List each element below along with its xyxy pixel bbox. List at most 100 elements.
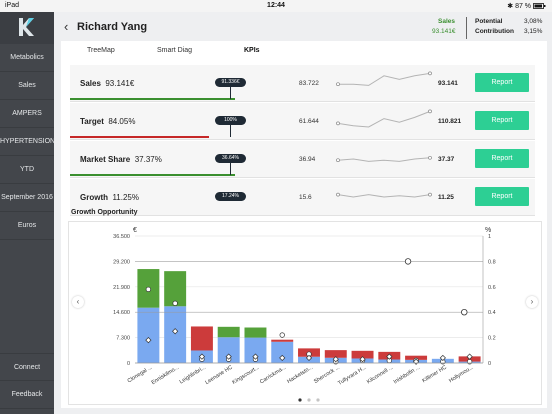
tab-treemap[interactable]: TreeMap (87, 47, 115, 54)
sidebar: Metabolics Sales AMPERS HYPERTENSION YTD… (0, 12, 54, 414)
back-chevron-icon[interactable]: ‹ (64, 19, 69, 34)
sparkline-endpoint (428, 71, 432, 76)
y-right-tick: 0.4 (488, 310, 496, 316)
sidebar-item-ytd[interactable]: YTD (0, 156, 54, 184)
sparkline-endpoint (336, 121, 340, 126)
ratio-marker-diamond (439, 354, 446, 362)
sidebar-item-sales[interactable]: Sales (0, 72, 54, 100)
contribution-value: 3,15% (524, 28, 543, 35)
bar-segment-red[interactable] (324, 350, 347, 358)
sparkline-endpoint (336, 158, 340, 163)
kpi-target-marker (230, 125, 231, 137)
bar-segment-green[interactable] (164, 271, 187, 307)
tab-smart-diag[interactable]: Smart Diag (157, 47, 193, 54)
app-logo[interactable] (0, 12, 54, 44)
ratio-marker-diamond (225, 353, 232, 360)
contribution-label: Contribution (475, 28, 514, 35)
page-indicator-dot[interactable] (316, 398, 320, 402)
potential-value: 3,08% (524, 18, 543, 25)
kpi-target-flag: 36.64% (215, 154, 246, 163)
connect-button[interactable]: Connect (0, 353, 54, 381)
x-tick-label: Kingscourt... (231, 364, 261, 386)
page-header: ‹ Richard Yang Sales 93.141€ Potential 3… (54, 12, 552, 43)
kpi-name: Sales 93.141€ (80, 79, 134, 88)
y-right-unit: % (485, 227, 491, 234)
bar-segment-blue[interactable] (164, 306, 187, 363)
feedback-button[interactable]: Feedback (0, 381, 54, 409)
kpi-list[interactable]: Sales 93.141€ 91.336€ 83.722 93.141 Repo… (70, 65, 535, 240)
main-card: TreeMap Smart Diag KPIs Sales 93.141€ 91… (61, 41, 547, 408)
ratio-marker-diamond (305, 354, 313, 362)
kpi-target-flag: 17.24% (215, 192, 246, 201)
bar-segment-blue[interactable] (217, 337, 240, 363)
growth-chart-panel: €% 0 7.300 14.600 21.900 29.200 36.500 0 0.2 0.4 0… (68, 221, 542, 405)
x-tick-label: Kilconnell ... (366, 364, 395, 385)
highlight-marker[interactable] (404, 258, 412, 265)
bar-segment-red[interactable] (271, 339, 294, 342)
sparkline-endpoint (336, 82, 340, 87)
kpi-min-value: 36.94 (299, 156, 316, 163)
growth-opportunity-title: Growth Opportunity (71, 209, 138, 216)
report-button[interactable]: Report (475, 111, 529, 130)
view-tabs: TreeMap Smart Diag KPIs (61, 41, 547, 63)
page-indicator-dot[interactable] (307, 398, 311, 402)
kpi-name: Growth 11.25% (80, 193, 139, 202)
y-left-tick: 14.600 (113, 310, 130, 316)
kpi-row: Target 84.05% 100% 61.644 110.821 Report (70, 103, 535, 140)
bar-segment-blue[interactable] (271, 341, 294, 363)
x-tick-label: Hollymou... (448, 364, 475, 384)
bar-segment-blue[interactable] (244, 337, 267, 363)
kpi-value: 11.25% (112, 193, 139, 202)
bar-segment-red[interactable] (405, 355, 428, 360)
kpi-name: Target 84.05% (80, 117, 135, 126)
y-left-unit: € (133, 227, 137, 234)
kpi-row: Market Share 37.37% 36.64% 36.94 37.37 R… (70, 141, 535, 178)
ratio-marker-diamond (172, 328, 179, 335)
x-tick-label: Tullyvara H... (337, 364, 368, 386)
x-tick-label: Hacketsto... (286, 364, 314, 385)
ratio-marker-diamond (332, 356, 339, 363)
ratio-marker-diamond (252, 353, 259, 360)
bar-segment-green[interactable] (244, 327, 267, 338)
y-left-tick: 36.500 (113, 234, 130, 240)
sparkline-path (337, 194, 431, 198)
bar-segment-green[interactable] (217, 326, 240, 338)
chart-prev-arrow-icon[interactable]: ‹ (72, 296, 84, 308)
kpi-max-value: 11.25 (438, 194, 454, 201)
sidebar-item-metabolics[interactable]: Metabolics (0, 44, 54, 72)
page-title: Richard Yang (77, 21, 148, 33)
sidebar-item-currency[interactable]: Euros (0, 212, 54, 240)
header-divider (466, 17, 467, 39)
chart-next-arrow-icon[interactable]: › (526, 296, 538, 308)
sidebar-item-ampers[interactable]: AMPERS (0, 100, 54, 128)
bar-segment-red[interactable] (351, 350, 374, 359)
status-bar: iPad 12:44 ✱ 87 % (0, 0, 552, 12)
battery-indicator: ✱ 87 % (507, 2, 546, 10)
kpi-min-value: 15.6 (299, 194, 312, 201)
sparkline-path (338, 72, 431, 86)
logo-icon (19, 18, 34, 36)
kpi-min-value: 61.644 (299, 118, 319, 125)
sidebar-item-period[interactable]: September 2016 (0, 184, 54, 212)
y-left-tick: 29.200 (113, 259, 130, 265)
kpi-value: 37.37% (134, 155, 162, 164)
bar-segment-blue[interactable] (137, 307, 160, 363)
page-indicator-dot[interactable] (298, 398, 302, 402)
sidebar-item-hypertension[interactable]: HYPERTENSION (0, 128, 54, 156)
report-button[interactable]: Report (475, 187, 529, 206)
bluetooth-icon: ✱ (507, 3, 516, 10)
kpi-sparkline (336, 109, 432, 128)
y-right-tick: 1 (488, 234, 491, 240)
sparkline-endpoint (428, 192, 432, 197)
header-sales-label: Sales (438, 18, 455, 25)
tab-kpis[interactable]: KPIs (244, 47, 260, 54)
kpi-target-marker (230, 87, 231, 99)
growth-chart: € % 0 7.300 14.600 21.900 29.200 36.500 0 0.2 0.4 0… (113, 227, 496, 402)
highlight-marker[interactable] (461, 308, 468, 316)
sparkline-endpoint (428, 109, 432, 114)
report-button[interactable]: Report (475, 149, 529, 168)
bar-segment-red[interactable] (190, 326, 213, 351)
kpi-row: Sales 93.141€ 91.336€ 83.722 93.141 Repo… (70, 65, 535, 102)
report-button[interactable]: Report (475, 73, 529, 92)
sparkline-path (337, 157, 431, 162)
